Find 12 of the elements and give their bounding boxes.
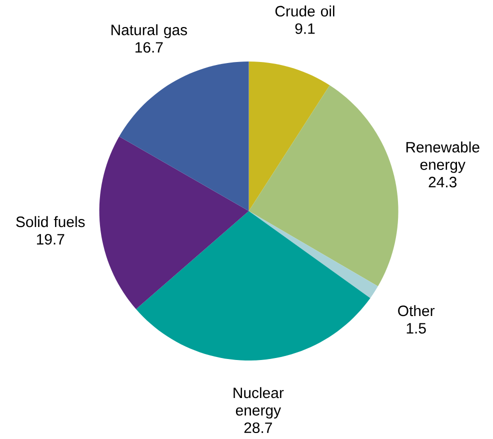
data-label: 16.7 bbox=[136, 42, 163, 53]
slice-label: Natural gas bbox=[112, 24, 188, 38]
slice-label: Nuclear energy bbox=[234, 387, 284, 419]
data-label: 9.1 bbox=[295, 24, 315, 34]
slice-label: Crude oil bbox=[275, 6, 334, 17]
data-label: 19.7 bbox=[36, 234, 64, 245]
data-label: 24.3 bbox=[428, 177, 456, 188]
slice-label: Other bbox=[398, 305, 435, 316]
slice-label: Renewable energy bbox=[406, 142, 480, 174]
slice-label: Solid fuels bbox=[16, 216, 85, 228]
data-label: 28.7 bbox=[244, 422, 272, 434]
data-label: 1.5 bbox=[406, 323, 426, 334]
